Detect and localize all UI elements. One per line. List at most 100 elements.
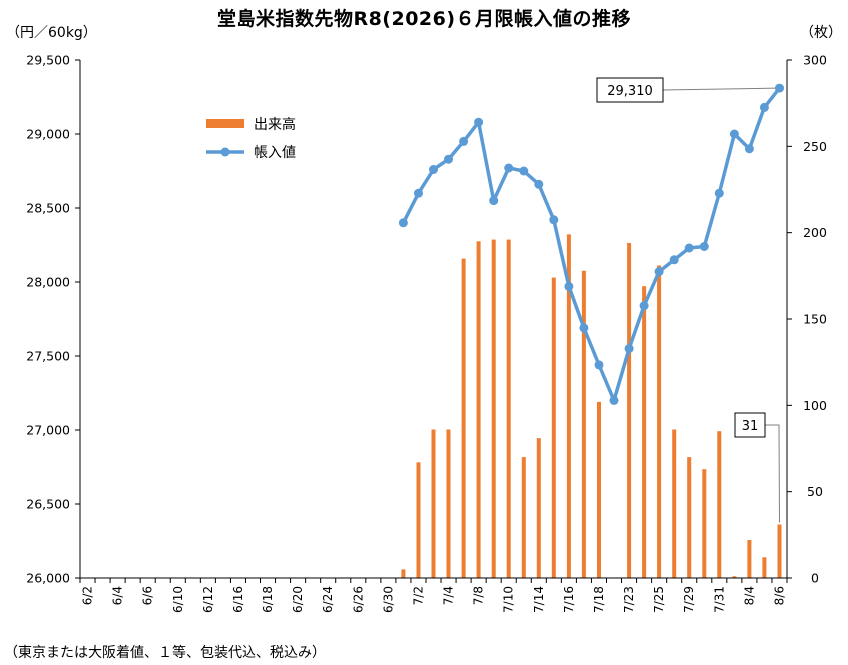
volume-bar-7/7	[461, 258, 466, 578]
legend-label-price: 帳入値	[254, 145, 296, 161]
price-point-7/18	[594, 360, 604, 370]
x-tick-label: 7/31	[712, 586, 726, 613]
price-point-8/4	[744, 144, 754, 154]
chart-title: 堂島米指数先物R8(2026)６月限帳入値の推移	[216, 8, 632, 30]
price-point-7/7	[459, 136, 469, 146]
callout-leader-price	[662, 87, 776, 91]
x-tick-label: 7/18	[592, 586, 606, 613]
y-left-tick-label: 28,000	[26, 275, 70, 290]
volume-bar-8/4	[747, 540, 752, 578]
volume-bar-7/16	[566, 234, 571, 578]
price-point-7/17	[579, 323, 589, 333]
x-tick-label: 6/18	[261, 586, 275, 613]
x-tick-label: 7/14	[532, 586, 546, 613]
y-right-tick-label: 250	[803, 139, 827, 154]
volume-bar-7/14	[536, 438, 541, 578]
x-tick-label: 6/16	[231, 586, 245, 613]
volume-bar-7/25	[657, 265, 662, 578]
x-tick-label: 8/4	[742, 586, 756, 605]
price-point-8/6	[775, 83, 784, 93]
callout-label-volume: 31	[742, 419, 759, 434]
price-line	[401, 87, 781, 403]
x-tick-label: 6/2	[81, 586, 95, 605]
volume-bar-7/28	[672, 429, 677, 578]
chart-plot: 26,000 26,500 27,000 27,500 28,000 28,500 29,0…	[26, 53, 827, 613]
volume-bar-7/4	[446, 429, 451, 578]
price-line-series	[398, 83, 784, 405]
y-left-tick-label: 26,000	[26, 571, 70, 586]
volume-bar-7/18	[597, 401, 601, 578]
y-left-unit-label: （円／60kg）	[6, 25, 97, 41]
y-left-tick-label: 27,500	[26, 349, 70, 364]
volume-bar-7/23	[627, 243, 632, 578]
x-tick-label: 8/6	[773, 586, 787, 605]
x-tick-label: 7/16	[562, 586, 576, 613]
volume-bar-7/1	[401, 569, 406, 578]
y-left-tick-label: 28,500	[26, 201, 70, 216]
callout-box-volume	[734, 412, 766, 438]
volume-bar-7/10	[506, 239, 511, 578]
chart-axes	[75, 59, 792, 583]
volume-bar-7/24	[642, 286, 647, 578]
x-tick-label: 6/26	[351, 586, 365, 613]
legend-swatch-volume	[206, 119, 244, 128]
chart-footnote: （東京または大阪着値、１等、包装代込、税込み）	[4, 645, 326, 661]
legend-label-volume: 出来高	[254, 116, 296, 133]
price-point-7/28	[669, 255, 679, 265]
price-point-7/25	[654, 267, 664, 277]
y-left-tick-label: 29,500	[26, 53, 70, 68]
x-tick-label: 7/8	[472, 586, 486, 605]
price-point-7/15	[549, 215, 559, 225]
y-left-tick-label: 27,000	[26, 423, 70, 438]
volume-bar-8/5	[762, 557, 767, 578]
x-tick-label: 7/25	[652, 586, 666, 613]
volume-bar-7/3	[431, 429, 436, 578]
x-tick-label: 6/30	[381, 586, 395, 613]
y-right-tick-label: 300	[803, 53, 827, 68]
volume-bar-7/17	[581, 270, 586, 578]
x-tick-label: 6/4	[111, 586, 125, 605]
callout-box-price	[596, 77, 664, 103]
x-tick-label: 7/23	[622, 586, 636, 613]
volume-bar-7/15	[551, 277, 556, 578]
volume-bar-7/11	[521, 457, 526, 578]
price-point-7/10	[504, 163, 514, 173]
price-point-7/4	[444, 154, 453, 164]
volume-bar-7/29	[687, 457, 692, 578]
volume-bar-7/31	[717, 431, 722, 578]
x-tick-label: 7/10	[502, 586, 516, 613]
y-right-tick-label: 200	[803, 225, 827, 240]
y-right-tick-label: 50	[807, 484, 823, 499]
volume-bar-8/1	[732, 576, 737, 578]
volume-bar-7/9	[491, 239, 496, 578]
price-point-7/1	[398, 218, 408, 228]
x-tick-label: 7/4	[442, 586, 456, 605]
x-tick-label: 7/29	[682, 586, 696, 613]
price-point-7/11	[519, 166, 529, 176]
volume-bar-8/6	[777, 524, 782, 578]
price-point-7/8	[474, 117, 484, 127]
price-point-7/3	[429, 165, 438, 174]
price-point-7/22	[609, 395, 619, 405]
price-point-7/14	[534, 179, 544, 189]
y-right-tick-label: 0	[811, 571, 819, 586]
price-point-7/16	[564, 281, 574, 291]
x-tick-label: 6/10	[171, 586, 185, 613]
x-tick-label: 6/24	[321, 586, 335, 613]
price-point-7/31	[714, 188, 724, 198]
price-point-8/5	[759, 102, 769, 112]
data-callouts: 29,310 31	[596, 77, 780, 523]
volume-bar-7/2	[416, 462, 421, 578]
legend-swatch-price-marker	[220, 147, 230, 157]
callout-leader-volume	[765, 424, 780, 523]
callout-label-price: 29,310	[607, 84, 653, 99]
volume-bars	[401, 234, 782, 579]
axis-tick-labels: 26,000 26,500 27,000 27,500 28,000 28,500 29,0…	[26, 53, 827, 613]
price-point-7/23	[624, 344, 634, 354]
y-left-tick-label: 26,500	[26, 497, 70, 512]
x-tick-label: 6/20	[291, 586, 305, 613]
price-point-7/30	[699, 242, 709, 251]
price-point-7/2	[414, 188, 423, 198]
y-left-tick-label: 29,000	[26, 127, 70, 142]
